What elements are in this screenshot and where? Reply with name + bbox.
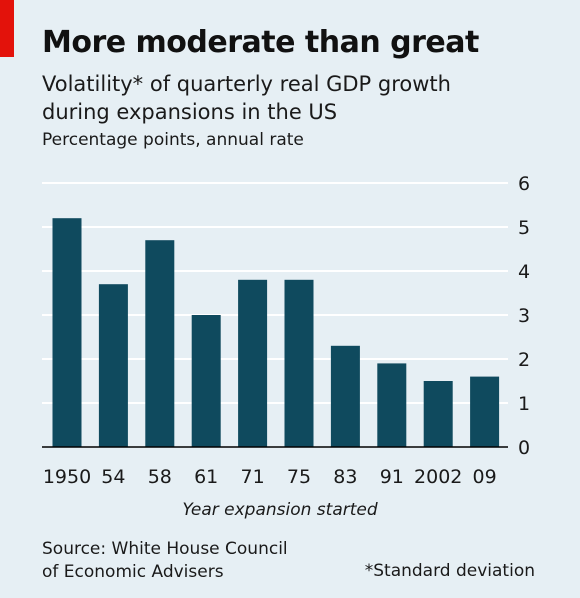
y-tick-label: 3 xyxy=(518,305,530,327)
x-tick-label: 91 xyxy=(380,466,404,488)
x-tick-label: 71 xyxy=(241,466,265,488)
bars xyxy=(52,218,500,447)
source-line-1: Source: White House Council xyxy=(42,539,288,559)
units-label: Percentage points, annual rate xyxy=(42,130,304,150)
footnote: *Standard deviation xyxy=(364,561,535,581)
y-tick-label: 5 xyxy=(518,217,530,239)
chart-subtitle: Volatility* of quarterly real GDP growth… xyxy=(42,70,562,126)
y-tick-label: 6 xyxy=(518,173,530,195)
subtitle-line-2: during expansions in the US xyxy=(42,100,338,124)
x-tick-label: 75 xyxy=(287,466,311,488)
x-tick-label: 83 xyxy=(333,466,357,488)
bar xyxy=(377,363,407,447)
chart-title: More moderate than great xyxy=(42,25,479,60)
bar xyxy=(52,218,82,447)
source-note: Source: White House Council of Economic … xyxy=(42,538,288,584)
x-tick-label: 09 xyxy=(473,466,497,488)
brand-accent-tag xyxy=(0,0,14,57)
bar xyxy=(330,345,360,447)
y-tick-label: 0 xyxy=(518,437,530,459)
bar xyxy=(423,381,453,447)
bar xyxy=(238,279,268,447)
source-line-2: of Economic Advisers xyxy=(42,562,224,582)
y-tick-label: 2 xyxy=(518,349,530,371)
bar xyxy=(191,315,221,447)
x-axis-label: Year expansion started xyxy=(182,500,378,520)
x-tick-label: 54 xyxy=(101,466,125,488)
x-tick-labels: 1950 54 58 61 71 75 83 91 2002 09 xyxy=(43,466,497,488)
bar-chart: 0 1 2 3 4 5 6 1950 54 58 61 71 75 83 91 2002 09 xyxy=(42,173,530,488)
x-tick-label: 58 xyxy=(148,466,172,488)
x-tick-label: 2002 xyxy=(414,466,462,488)
bar xyxy=(98,284,128,447)
y-tick-labels: 0 1 2 3 4 5 6 xyxy=(518,173,530,459)
bar xyxy=(470,376,500,447)
subtitle-line-1: Volatility* of quarterly real GDP growth xyxy=(42,72,451,96)
x-tick-label: 1950 xyxy=(43,466,91,488)
bar xyxy=(145,240,175,447)
y-tick-label: 1 xyxy=(518,393,530,415)
bar xyxy=(284,279,314,447)
x-tick-label: 61 xyxy=(194,466,218,488)
y-tick-label: 4 xyxy=(518,261,530,283)
